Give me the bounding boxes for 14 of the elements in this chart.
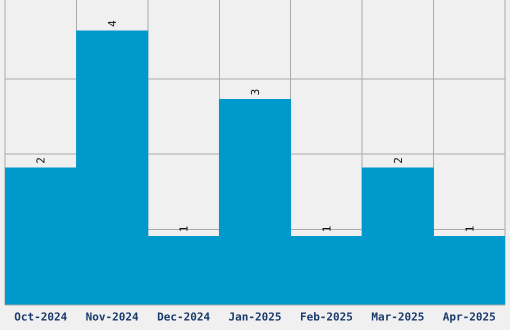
data-label: 3	[249, 88, 262, 96]
x-tick-label: Oct-2024	[14, 310, 68, 324]
x-tick-label: Mar-2025	[371, 310, 424, 324]
data-label: 4	[106, 20, 120, 27]
x-tick-label: Dec-2024	[157, 310, 210, 324]
data-label: 2	[392, 157, 405, 164]
data-label: 1	[320, 226, 334, 232]
x-tick-label: Nov-2024	[86, 310, 140, 324]
data-label: 1	[178, 226, 191, 232]
x-tick-label: Apr-2025	[442, 310, 496, 324]
data-label: 1	[463, 226, 476, 232]
x-tick-label: Jan-2025	[228, 310, 282, 324]
x-tick-label: Feb-2025	[300, 310, 353, 324]
data-label: 2	[34, 157, 48, 164]
